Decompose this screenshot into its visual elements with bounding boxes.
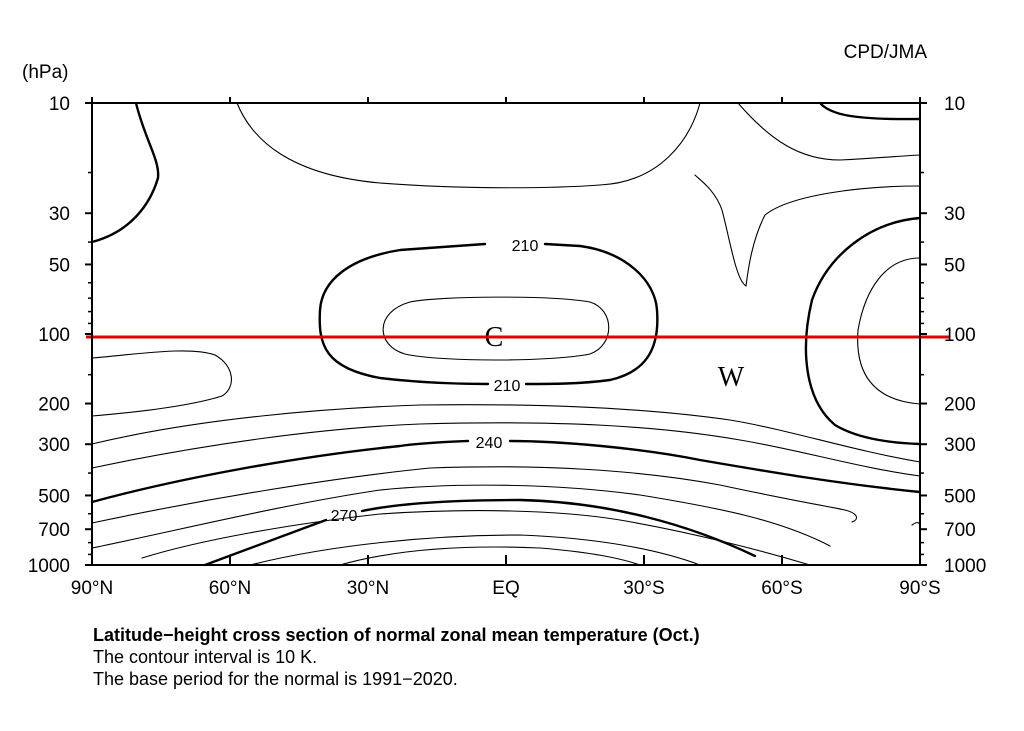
contour-label: 210 [494,378,521,395]
contour-line [857,257,921,405]
y-tick-label: 200 [944,395,976,416]
contour-line [91,466,857,524]
y-tick-label: 30 [49,204,70,225]
x-tick-label: 30°S [623,578,664,599]
y-tick-label: 700 [38,520,70,541]
contour-line [141,510,811,566]
contour-label: 210 [512,238,539,255]
y-tick-label: 10 [49,94,70,115]
contour-label: 240 [476,435,503,452]
x-tick-label: 60°N [209,578,251,599]
contour-line [91,422,921,477]
contour-line [91,350,232,417]
y-tick-label: 500 [944,486,976,507]
warm-region-label: W [718,362,745,393]
x-tick-label: 90°S [899,578,940,599]
y-tick-label: 100 [944,325,976,346]
chart-title: Latitude−height cross section of normal … [93,625,700,645]
y-tick-label: 1000 [944,556,986,577]
contour-line [360,498,757,558]
contour-line [318,242,490,386]
y-tick-label: 10 [944,94,965,115]
chart-subtitle-period: The base period for the normal is 1991−2… [93,669,458,689]
contour-lines [90,101,922,567]
caption: Latitude−height cross section of normal … [93,624,993,690]
y-tick-label: 30 [944,204,965,225]
contour-line [508,439,922,494]
y-tick-label: 1000 [28,556,70,577]
x-tick-label: 30°N [347,578,389,599]
contour-line [91,484,831,549]
contour-line [90,101,160,244]
x-axis: 90°N 60°N 30°N EQ 30°S 60°S 90°S [71,97,941,599]
y-tick-label: 50 [944,255,965,276]
x-tick-label: EQ [492,578,519,599]
x-tick-label: 60°S [761,578,802,599]
contour-label: 270 [331,508,358,525]
contour-line [694,174,921,287]
y-axis-right: 10 30 50 100 200 300 500 700 1000 [920,94,986,577]
source-label: CPD/JMA [844,42,928,63]
plot-frame [91,102,921,566]
contour-line [90,439,470,504]
contour-line [818,101,922,121]
contour-line [737,102,921,161]
y-tick-label: 200 [38,395,70,416]
contour-line [203,518,328,567]
contour-line [382,296,610,361]
y-tick-label: 50 [49,255,70,276]
x-tick-label: 90°N [71,578,113,599]
contour-line [804,216,922,446]
contour-line [339,546,641,566]
contour-line [91,404,921,463]
y-tick-label: 500 [38,486,70,507]
y-axis-left: 10 30 50 100 200 300 500 700 1000 [28,94,92,577]
y-tick-label: 300 [38,435,70,456]
y-tick-label: 100 [38,325,70,346]
contour-line [249,534,701,566]
chart-subtitle-interval: The contour interval is 10 K. [93,647,318,667]
y-tick-label: 300 [944,435,976,456]
contour-label-group: 210 210 240 270 [331,238,539,525]
contour-line [524,242,659,386]
contour-line [236,102,701,189]
y-tick-label: 700 [944,520,976,541]
contour-line [911,522,921,526]
y-axis-label: (hPa) [22,62,68,83]
